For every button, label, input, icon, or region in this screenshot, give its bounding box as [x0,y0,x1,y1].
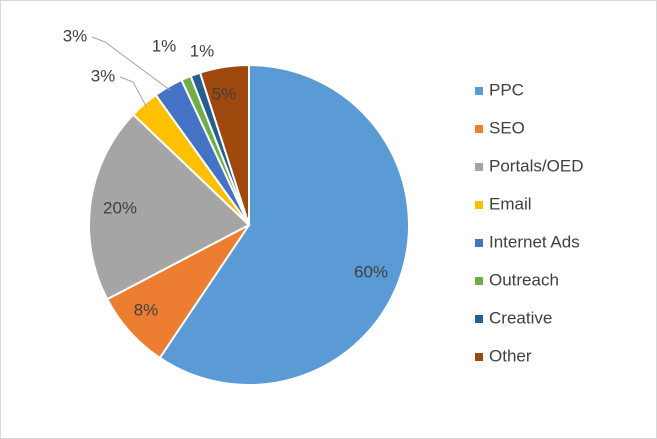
legend-swatch [475,201,483,209]
legend-label: SEO [489,118,525,137]
data-label: 1% [152,36,177,55]
legend-label: Creative [489,308,552,327]
legend-swatch [475,125,483,133]
data-label: 5% [212,84,237,103]
legend-swatch [475,315,483,323]
data-label: 3% [91,66,116,85]
legend-swatch [475,163,483,171]
legend-swatch [475,353,483,361]
legend-label: PPC [489,80,524,99]
pie-slice [88,113,251,301]
legend-label: Other [489,346,532,365]
data-label: 20% [103,198,137,217]
leader-line [119,76,148,108]
legend-label: Portals/OED [489,156,583,175]
legend-swatch [475,277,483,285]
legend-label: Email [489,194,532,213]
data-label: 60% [354,262,388,281]
legend-label: Outreach [489,270,559,289]
legend-swatch [475,239,483,247]
leader-line [91,36,171,91]
legend-swatch [475,87,483,95]
pie-slice [198,63,250,226]
data-label: 1% [190,41,215,60]
pie-slice [158,63,410,386]
data-label: 8% [134,300,159,319]
data-label: 3% [63,26,88,45]
legend-label: Internet Ads [489,232,580,251]
